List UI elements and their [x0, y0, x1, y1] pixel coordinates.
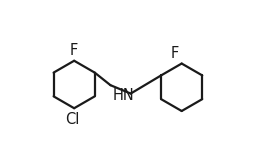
- Text: Cl: Cl: [66, 112, 80, 127]
- Text: F: F: [70, 43, 78, 58]
- Text: HN: HN: [112, 88, 134, 103]
- Text: F: F: [171, 46, 179, 61]
